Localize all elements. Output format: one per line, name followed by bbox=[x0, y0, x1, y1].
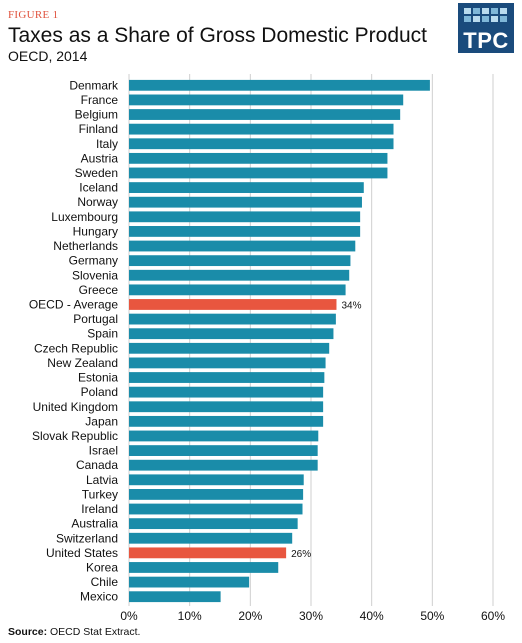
category-label: Luxembourg bbox=[51, 210, 118, 224]
logo-text: TPC bbox=[463, 28, 509, 53]
category-label: Norway bbox=[77, 195, 118, 209]
chart-title: Taxes as a Share of Gross Domestic Produ… bbox=[8, 24, 428, 47]
category-label: Austria bbox=[81, 151, 119, 165]
category-label: Japan bbox=[85, 414, 118, 428]
bar-mexico bbox=[129, 591, 221, 603]
category-label: Canada bbox=[76, 458, 118, 472]
bar-greece bbox=[129, 284, 346, 296]
bar-iceland bbox=[129, 182, 364, 193]
category-label: United States bbox=[46, 546, 118, 560]
bar-united-kingdom bbox=[129, 401, 324, 413]
category-label: Korea bbox=[86, 560, 118, 574]
bar-latvia bbox=[129, 474, 304, 486]
category-label: Portugal bbox=[73, 312, 118, 326]
bar-netherlands bbox=[129, 240, 356, 252]
bar-hungary bbox=[129, 226, 361, 237]
x-tick-labels: 0% 10% 20% 30% 40% 50% 60% bbox=[120, 609, 505, 623]
category-label: Belgium bbox=[75, 108, 118, 122]
bar-czech-republic bbox=[129, 342, 330, 354]
bar-turkey bbox=[129, 489, 304, 500]
x-tick-label: 20% bbox=[238, 609, 262, 623]
bar-united-states bbox=[129, 547, 287, 559]
bar-poland bbox=[129, 386, 324, 398]
source-label: Source: bbox=[8, 626, 48, 638]
bar-germany bbox=[129, 255, 351, 267]
data-label: 26% bbox=[291, 549, 311, 560]
bar-france bbox=[129, 94, 404, 106]
bar-italy bbox=[129, 138, 394, 150]
bar-oecd-average bbox=[129, 299, 337, 310]
category-label: Australia bbox=[71, 517, 118, 531]
category-label: Czech Republic bbox=[34, 341, 118, 355]
category-label: Estonia bbox=[78, 371, 118, 385]
bar-australia bbox=[129, 518, 298, 530]
bar-ireland bbox=[129, 503, 303, 515]
category-label: Italy bbox=[96, 137, 118, 151]
data-label: 34% bbox=[341, 300, 361, 311]
tpc-logo: TPC bbox=[458, 3, 514, 53]
category-label: Denmark bbox=[69, 78, 119, 92]
bar-austria bbox=[129, 152, 388, 164]
bar-israel bbox=[129, 445, 318, 456]
category-label: Slovak Republic bbox=[32, 429, 118, 443]
source-note: Source: OECD Stat Extract. bbox=[8, 626, 140, 638]
category-label: Switzerland bbox=[56, 531, 118, 545]
category-label: Poland bbox=[81, 385, 118, 399]
x-tick-label: 60% bbox=[481, 609, 505, 623]
x-tick-label: 40% bbox=[360, 609, 384, 623]
bar-luxembourg bbox=[129, 211, 361, 223]
bar-korea bbox=[129, 562, 279, 573]
category-labels: DenmarkFranceBelgiumFinlandItalyAustriaS… bbox=[29, 78, 119, 603]
category-label: Spain bbox=[87, 327, 118, 341]
figure-label: FIGURE 1 bbox=[8, 9, 59, 21]
bar-sweden bbox=[129, 167, 388, 179]
bar-belgium bbox=[129, 109, 401, 120]
x-tick-label: 50% bbox=[420, 609, 444, 623]
bar-denmark bbox=[129, 79, 430, 91]
bar-new-zealand bbox=[129, 357, 326, 369]
bar-estonia bbox=[129, 372, 325, 383]
category-label: Germany bbox=[69, 254, 118, 268]
category-label: Latvia bbox=[86, 473, 118, 487]
category-label: OECD - Average bbox=[29, 297, 118, 311]
category-label: United Kingdom bbox=[33, 400, 118, 414]
bar-canada bbox=[129, 459, 318, 471]
bar-japan bbox=[129, 415, 324, 427]
x-tick-label: 0% bbox=[120, 609, 138, 623]
category-label: Chile bbox=[91, 575, 119, 589]
x-tick-label: 30% bbox=[299, 609, 323, 623]
data-labels: 34% 26% bbox=[291, 300, 361, 559]
category-label: Netherlands bbox=[53, 239, 118, 253]
bar-finland bbox=[129, 123, 394, 135]
source-text: OECD Stat Extract. bbox=[47, 626, 141, 638]
x-tick-label: 10% bbox=[178, 609, 202, 623]
logo-grid-icon bbox=[464, 8, 507, 22]
bar-spain bbox=[129, 328, 334, 340]
chart-subtitle: OECD, 2014 bbox=[8, 48, 88, 64]
category-label: Israel bbox=[89, 444, 118, 458]
category-label: Ireland bbox=[81, 502, 118, 516]
bar-norway bbox=[129, 196, 362, 208]
category-label: Mexico bbox=[80, 590, 118, 604]
category-label: Greece bbox=[79, 283, 119, 297]
category-label: Iceland bbox=[79, 181, 118, 195]
category-label: France bbox=[81, 93, 119, 107]
category-label: New Zealand bbox=[47, 356, 118, 370]
bars bbox=[129, 79, 430, 603]
bar-slovak-republic bbox=[129, 430, 319, 442]
category-label: Hungary bbox=[73, 224, 118, 238]
category-label: Slovenia bbox=[72, 268, 118, 282]
category-label: Sweden bbox=[75, 166, 118, 180]
category-label: Finland bbox=[79, 122, 118, 136]
bar-portugal bbox=[129, 313, 336, 325]
bar-switzerland bbox=[129, 532, 293, 544]
bar-slovenia bbox=[129, 269, 350, 281]
bar-chile bbox=[129, 576, 250, 588]
category-label: Turkey bbox=[82, 487, 118, 501]
